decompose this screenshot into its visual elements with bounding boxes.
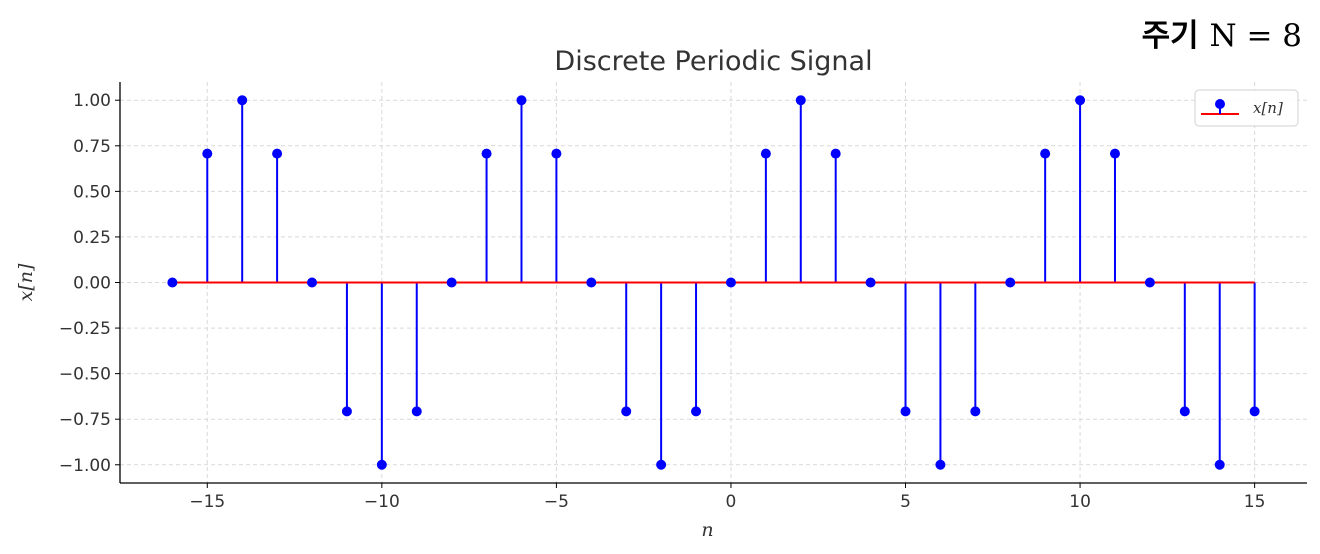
stem-marker xyxy=(900,406,911,417)
stem-marker xyxy=(865,277,876,288)
period-annotation: 주기 N = 8 xyxy=(1142,10,1302,55)
stem-marker xyxy=(376,459,387,470)
y-tick-label: −0.75 xyxy=(59,410,111,430)
x-tick-label: 10 xyxy=(1069,492,1091,512)
stem-marker xyxy=(691,406,702,417)
stem-marker xyxy=(1040,148,1051,159)
stem-marker xyxy=(1214,459,1225,470)
period-label: 주기 xyxy=(1141,18,1199,54)
legend: x[n] xyxy=(1194,89,1299,127)
y-axis-label: x[n] xyxy=(15,263,37,301)
stem-marker xyxy=(481,148,492,159)
stem-marker xyxy=(935,459,946,470)
stem-marker xyxy=(1144,277,1155,288)
chart-marks xyxy=(167,95,1260,470)
legend-label: x[n] xyxy=(1253,99,1283,117)
x-tick-label: 0 xyxy=(726,492,737,512)
y-tick-label: 0.25 xyxy=(73,228,111,248)
x-axis-label: n xyxy=(701,519,713,541)
y-tick-label: 1.00 xyxy=(73,91,111,111)
y-tick-label: −0.25 xyxy=(59,319,111,339)
y-tick-label: −0.50 xyxy=(59,365,111,385)
stem-marker xyxy=(516,95,527,106)
stem-marker xyxy=(1075,95,1086,106)
x-tick-label: −15 xyxy=(189,492,225,512)
x-tick-label: −5 xyxy=(544,492,569,512)
stem-marker xyxy=(795,95,806,106)
stem-marker xyxy=(446,277,457,288)
stem-marker xyxy=(341,406,352,417)
stem-marker xyxy=(830,148,841,159)
stem-marker xyxy=(725,277,736,288)
stem-marker xyxy=(970,406,981,417)
chart-title: Discrete Periodic Signal xyxy=(554,46,872,77)
axes xyxy=(115,82,1307,488)
stem-marker xyxy=(760,148,771,159)
stem-marker xyxy=(551,148,562,159)
stem-marker xyxy=(307,277,318,288)
stem-marker xyxy=(621,406,632,417)
y-tick-label: −1.00 xyxy=(59,456,111,476)
legend-marker-swatch xyxy=(1215,99,1225,109)
x-tick-label: 15 xyxy=(1244,492,1266,512)
period-equation: N = 8 xyxy=(1209,18,1302,54)
stem-marker xyxy=(656,459,667,470)
chart-labels: −15 −10 −5 0 5 10 15 1.00 0.75 0.50 0.25 0.00 −0.25 −… xyxy=(15,46,1265,541)
stem-marker xyxy=(1249,406,1260,417)
y-tick-label: 0.50 xyxy=(73,182,111,202)
stem-marker xyxy=(1109,148,1120,159)
stem-marker xyxy=(272,148,283,159)
y-tick-label: 0.00 xyxy=(73,274,111,294)
stem-marker xyxy=(237,95,248,106)
stem-marker xyxy=(586,277,597,288)
stem-marker xyxy=(1179,406,1190,417)
x-tick-label: −10 xyxy=(364,492,400,512)
stem-marker xyxy=(202,148,213,159)
stem-marker xyxy=(411,406,422,417)
y-tick-label: 0.75 xyxy=(73,137,111,157)
stem-marker xyxy=(167,277,178,288)
legend-box xyxy=(1194,89,1299,127)
stem-marker xyxy=(1005,277,1016,288)
x-tick-label: 5 xyxy=(900,492,911,512)
